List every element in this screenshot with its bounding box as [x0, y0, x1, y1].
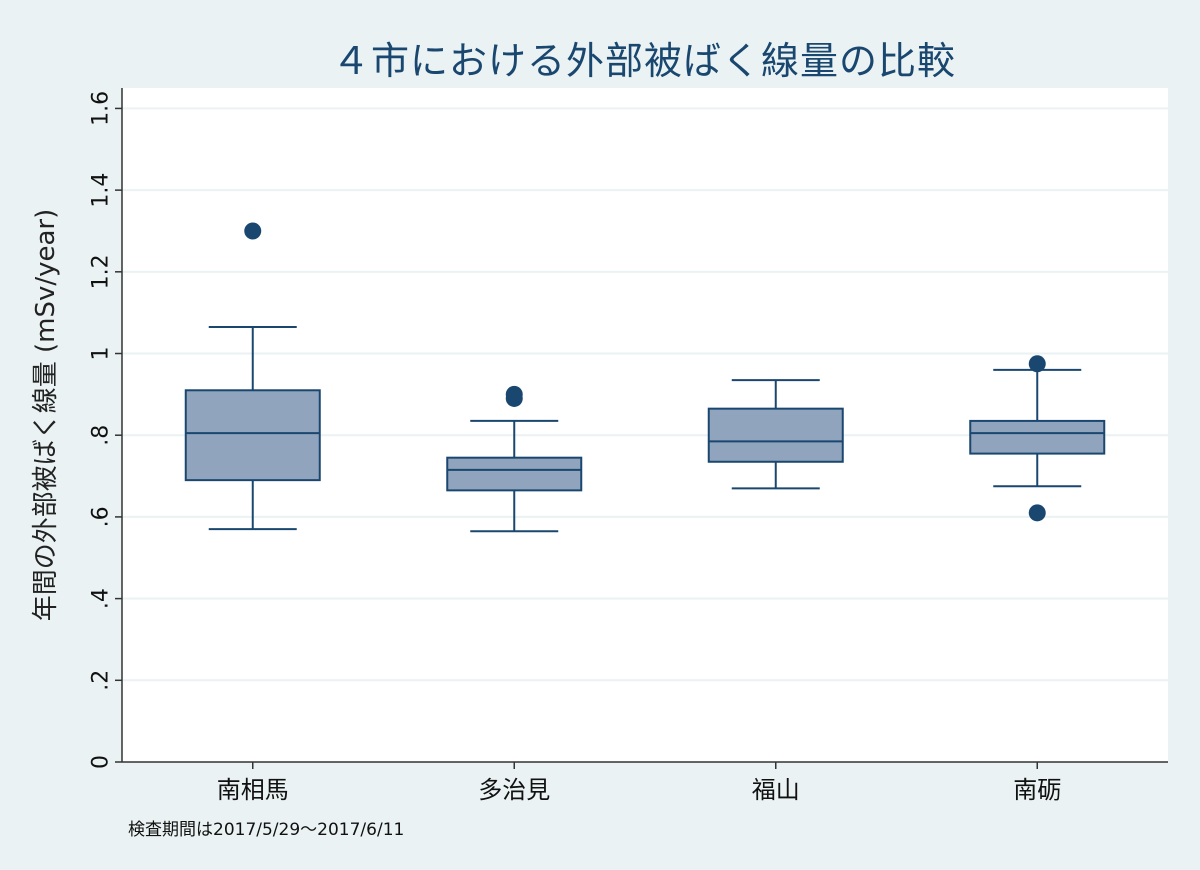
outlier-point — [244, 222, 262, 240]
box-group — [446, 385, 583, 533]
iqr-box — [446, 456, 583, 492]
y-tick-label: 1.6 — [89, 91, 114, 126]
chart-title: ４市における外部被ばく線量の比較 — [331, 39, 956, 83]
y-tick-label: 0 — [89, 755, 114, 769]
y-axis: 0 .2 .4 .6 .8 1 1.2 1.4 1.6 — [89, 88, 123, 769]
inspection-period-note: 検査期間は2017/5/29〜2017/6/11 — [128, 820, 405, 840]
y-tick-label: .2 — [89, 670, 114, 691]
x-axis: 南相馬 多治見 福山 南砺 — [122, 761, 1168, 804]
x-category-label: 福山 — [752, 776, 800, 804]
iqr-box — [969, 419, 1106, 455]
y-tick-label: .8 — [89, 425, 114, 446]
y-tick-label: 1.4 — [89, 173, 114, 208]
boxes-layer — [184, 222, 1106, 533]
outlier-point — [505, 385, 523, 403]
y-tick-label: 1.2 — [89, 254, 114, 289]
box-group — [969, 355, 1106, 522]
outlier-point — [1028, 355, 1046, 373]
x-category-label: 多治見 — [478, 776, 550, 804]
y-tick-label: .4 — [89, 588, 114, 609]
iqr-box — [184, 389, 321, 482]
iqr-box — [707, 407, 844, 463]
outlier-point — [1028, 504, 1046, 522]
y-tick-label: .6 — [89, 506, 114, 527]
x-category-label: 南相馬 — [217, 776, 289, 804]
y-axis-title: 年間の外部被ばく線量 (mSv/year) — [31, 209, 61, 622]
box-group — [707, 379, 844, 490]
y-tick-label: 1 — [89, 347, 114, 361]
box-group — [184, 222, 321, 531]
x-category-label: 南砺 — [1013, 776, 1061, 804]
